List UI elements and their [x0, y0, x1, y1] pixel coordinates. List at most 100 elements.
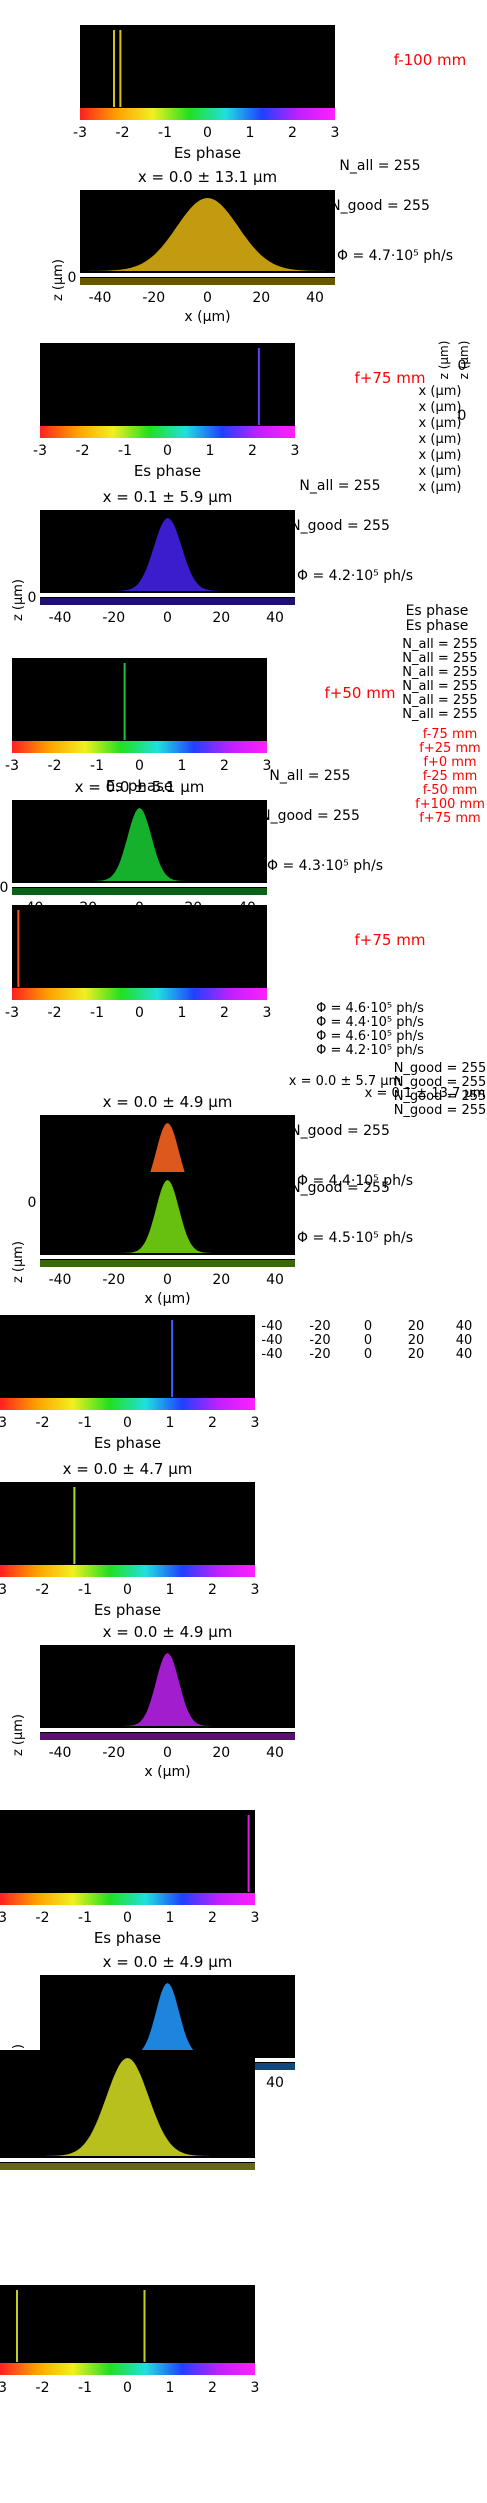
profile-area	[0, 2058, 255, 2156]
stray-tick: -20	[309, 1333, 330, 1348]
profile-strip	[12, 888, 267, 895]
phase-tick-label: -2	[76, 443, 90, 459]
stray-n-all: N_all = 255	[402, 707, 477, 722]
stray-focus: f-50 mm	[423, 783, 478, 798]
profile-baseline	[80, 273, 335, 277]
phase-mark	[247, 1815, 250, 1892]
profile-ylabel: z (µm)	[11, 1241, 26, 1283]
phase-colorbar	[12, 988, 267, 1000]
profile-title: x = 0.0 ± 4.7 µm	[63, 1460, 193, 1478]
stray-zero-label: 0	[458, 358, 467, 374]
profile-ylabel: z (µm)	[51, 259, 66, 301]
stray-n-all: N_all = 255	[402, 637, 477, 652]
profile-tick-label: 40	[266, 1745, 284, 1761]
profile-area	[40, 1123, 295, 1196]
profile-tick-label: 40	[306, 290, 324, 306]
profile-area	[40, 1983, 295, 2056]
stray-tick: 40	[456, 1347, 473, 1362]
stray-title: x = 0.0 ± 5.7 µm	[289, 1074, 401, 1089]
stray-tick: 0	[364, 1319, 372, 1334]
phase-colorbar	[80, 108, 335, 120]
stray-n-good: N_good = 255	[394, 1089, 487, 1104]
phase-xlabel: Es phase	[94, 1601, 161, 1619]
profile-tick-label: 40	[266, 610, 284, 626]
phase-colorbar	[0, 1893, 255, 1905]
profile-strip	[40, 598, 295, 605]
phase-tick-label: 2	[288, 125, 297, 141]
phase-tick-label: -1	[78, 1582, 92, 1598]
phase-tick-label: 2	[208, 1582, 217, 1598]
flux-label: Φ = 4.5·10⁵ ph/s	[297, 1230, 413, 1246]
stray-x-label: x (µm)	[419, 400, 462, 415]
stray-n-good: N_good = 255	[394, 1103, 487, 1118]
phase-mark	[171, 1320, 174, 1397]
stray-n-good: N_good = 255	[394, 1075, 487, 1090]
stray-tick: 20	[408, 1333, 425, 1348]
profile-baseline	[40, 593, 295, 597]
n-all-label: N_all = 255	[269, 768, 350, 784]
phase-tick-label: 2	[248, 443, 257, 459]
phase-tick-label: -2	[48, 758, 62, 774]
focus-label: f+75 mm	[355, 369, 426, 387]
profile-tick-label: 0	[163, 1272, 172, 1288]
stray-x-label: x (µm)	[419, 480, 462, 495]
phase-panel	[0, 1482, 255, 1577]
profile-title: x = 0.0 ± 4.9 µm	[103, 1623, 233, 1641]
stray-flux: Φ = 4.6·10⁵ ph/s	[316, 1029, 424, 1044]
phase-tick-label: 3	[251, 2380, 260, 2396]
stray-x-label: x (µm)	[419, 432, 462, 447]
focus-label: f+50 mm	[325, 684, 396, 702]
phase-colorbar	[0, 1398, 255, 1410]
phase-tick-label: 2	[220, 758, 229, 774]
profile-tick-label: -20	[102, 610, 125, 626]
profile-ytick: 0	[28, 1195, 37, 1211]
profile-area	[40, 1180, 295, 1253]
stray-tick: -40	[261, 1333, 282, 1348]
phase-tick-label: -1	[90, 758, 104, 774]
phase-panel	[0, 1810, 255, 1905]
phase-xlabel: Es phase	[174, 144, 241, 162]
profile-tick-label: 40	[266, 2075, 284, 2091]
stray-zero-label: 0	[458, 408, 467, 424]
stray-tick: 40	[456, 1333, 473, 1348]
stray-n-good: N_good = 255	[394, 1061, 487, 1076]
stray-tick: 0	[364, 1333, 372, 1348]
stray-tick: 20	[408, 1347, 425, 1362]
stray-tick: -40	[261, 1347, 282, 1362]
phase-tick-label: -1	[78, 2380, 92, 2396]
phase-tick-label: 1	[246, 125, 255, 141]
stray-n-all: N_all = 255	[402, 651, 477, 666]
n-all-label: N_all = 255	[339, 158, 420, 174]
profile-tick-label: -40	[49, 1745, 72, 1761]
stray-flux: Φ = 4.2·10⁵ ph/s	[316, 1043, 424, 1058]
n-good-label: N_good = 255	[290, 1180, 390, 1196]
phase-tick-label: 0	[123, 1415, 132, 1431]
phase-panel	[0, 1315, 255, 1410]
phase-tick-label: 2	[208, 1415, 217, 1431]
phase-mark	[143, 2290, 146, 2362]
stray-flux: Φ = 4.6·10⁵ ph/s	[316, 1001, 424, 1016]
phase-tick-label: -1	[90, 1005, 104, 1021]
phase-tick-label: 1	[178, 1005, 187, 1021]
phase-tick-label: 3	[291, 443, 300, 459]
stray-tick: 0	[364, 1347, 372, 1362]
stray-n-all: N_all = 255	[402, 693, 477, 708]
focus-label: f+75 mm	[355, 931, 426, 949]
profile-tick-label: 20	[212, 1272, 230, 1288]
phase-mark	[119, 30, 122, 107]
stray-x-label: x (µm)	[419, 464, 462, 479]
profile-tick-label: -40	[49, 1272, 72, 1288]
profile-title: x = 0.0 ± 4.9 µm	[103, 1093, 233, 1111]
profile-tick-label: -40	[89, 290, 112, 306]
phase-tick-label: 0	[135, 758, 144, 774]
phase-xlabel: Es phase	[94, 1434, 161, 1452]
profile-baseline	[12, 883, 267, 887]
profile-baseline	[40, 1728, 295, 1732]
profile-ytick: 0	[0, 880, 8, 896]
profile-xlabel: x (µm)	[184, 309, 230, 325]
phase-colorbar	[40, 426, 295, 438]
profile-title: x = 0.1 ± 5.9 µm	[103, 488, 233, 506]
profile-strip	[40, 1733, 295, 1740]
phase-mark	[17, 910, 20, 987]
profile-tick-label: 20	[212, 610, 230, 626]
